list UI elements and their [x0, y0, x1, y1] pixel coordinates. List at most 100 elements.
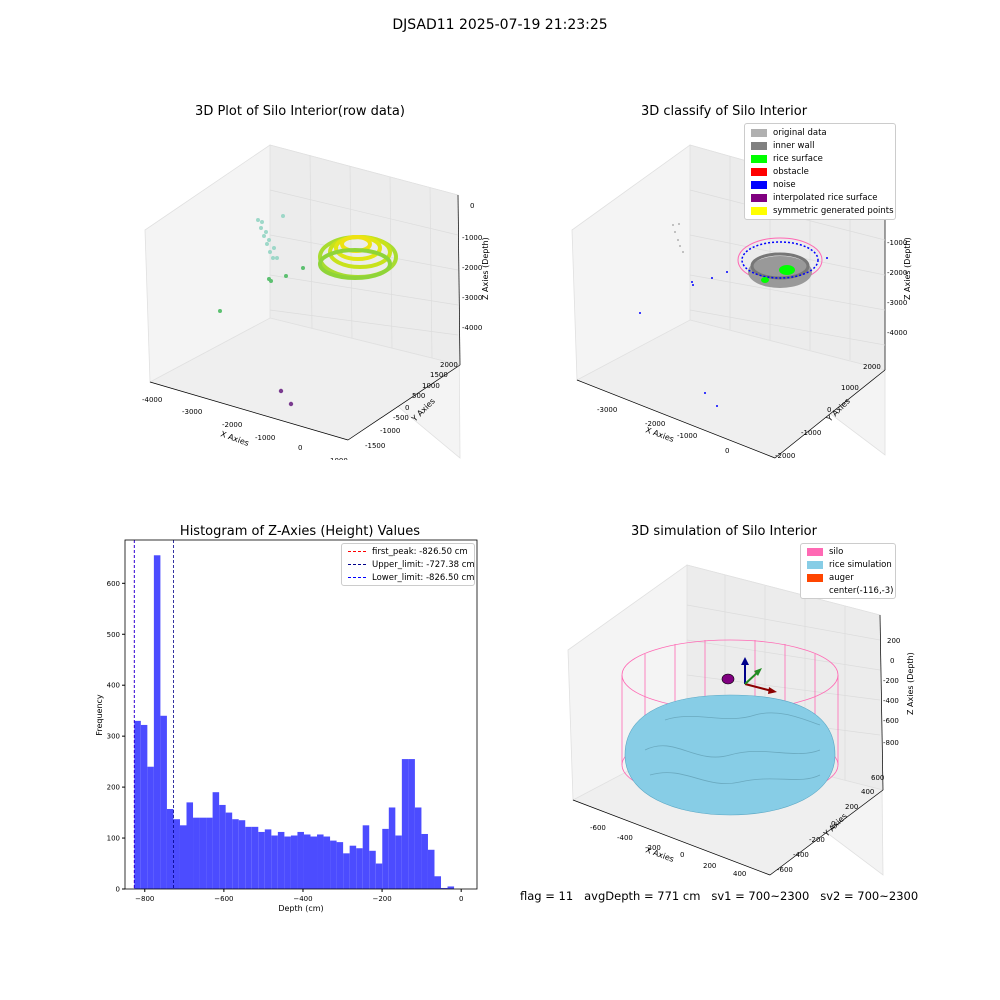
histogram-y-ticks: 0 100 200 300 400 500 600 — [107, 580, 125, 894]
histogram-bar — [303, 834, 311, 889]
p4-xtick-5: 200 — [703, 862, 716, 870]
legend-item: rice simulation — [801, 558, 895, 571]
histogram-bar — [186, 802, 194, 889]
histogram-bars — [134, 555, 455, 889]
legend-swatch — [751, 128, 767, 137]
p1-ytick-3: -500 — [393, 414, 409, 422]
histogram-bar — [310, 836, 318, 889]
panel1-gridlines — [269, 154, 459, 359]
legend-label: rice surface — [773, 153, 823, 164]
legend-label: interpolated rice surface — [773, 192, 878, 203]
p1-ztick-4: -3000 — [462, 294, 482, 302]
legend-label: inner wall — [773, 140, 815, 151]
p4-ytick-2: -400 — [793, 851, 809, 859]
panel1-title: 3D Plot of Silo Interior(row data) — [195, 104, 405, 119]
p2-zlabel: Z Axies (Depth) — [903, 237, 912, 300]
histogram-xlabel: Depth (cm) — [278, 904, 323, 913]
legend-swatch — [807, 573, 823, 582]
legend-line — [348, 577, 366, 578]
histogram-bar — [349, 845, 357, 889]
x-tick-label: 0 — [459, 895, 463, 903]
histogram-bar — [232, 819, 239, 889]
p2-xtick-3: -1000 — [677, 432, 697, 440]
p4-ztick-6: -800 — [883, 739, 899, 747]
legend-swatch — [751, 167, 767, 176]
histogram-bar — [140, 724, 148, 889]
histogram-bar — [297, 831, 304, 889]
p4-ytick-1: -600 — [777, 866, 793, 874]
legend-item: rice surface — [745, 152, 895, 165]
histogram-bar — [375, 863, 383, 889]
p1-ytick-5: 500 — [412, 392, 425, 400]
p1-ytick-8: 2000 — [440, 361, 458, 369]
p1-ztick-2: -1000 — [462, 234, 482, 242]
legend-swatch — [751, 154, 767, 163]
histogram-chart: −800 −600 −400 −200 0 0 100 200 300 400 500 600 De… — [95, 539, 478, 913]
legend-label: noise — [773, 179, 796, 190]
legend-item: symmetric generated points — [745, 204, 895, 217]
x-tick-label: −800 — [135, 895, 154, 903]
p2-xtick-2: -2000 — [645, 420, 665, 428]
p4-ytick-6: 400 — [861, 788, 874, 796]
histogram-bar — [434, 876, 442, 889]
histogram-bar — [219, 804, 226, 889]
histogram-title: Histogram of Z-Axies (Height) Values — [179, 524, 421, 539]
y-tick-label: 0 — [116, 886, 120, 894]
histogram-bar — [147, 766, 154, 889]
histogram-bar — [408, 759, 415, 889]
legend-item: auger — [801, 571, 895, 584]
p2-xtick-4: 0 — [725, 447, 729, 455]
p4-xtick-2: -400 — [617, 834, 633, 842]
p4-ytick-5: 200 — [845, 803, 858, 811]
p1-xtick-5: 0 — [298, 444, 302, 452]
histogram-bar — [160, 715, 167, 889]
p1-xtick-2: -3000 — [182, 408, 202, 416]
p4-xtick-1: -600 — [590, 824, 606, 832]
legend-label: Lower_limit: -826.50 cm — [372, 572, 475, 583]
p2-ytick-3: 0 — [827, 406, 831, 414]
p4-ztick-1: 200 — [887, 637, 900, 645]
histogram-bar — [401, 759, 409, 889]
legend-item: first_peak: -826.50 cm — [342, 545, 474, 558]
y-tick-label: 300 — [107, 733, 120, 741]
p4-xtick-4: 0 — [680, 851, 684, 859]
legend-label: first_peak: -826.50 cm — [372, 546, 468, 557]
histogram-bar — [251, 826, 259, 889]
histogram-bar — [134, 720, 141, 889]
x-tick-label: −400 — [293, 895, 312, 903]
histogram-bar — [330, 840, 337, 889]
p1-ztick-1: 0 — [470, 202, 474, 210]
p1-zlabel: Z Axies (Depth) — [481, 237, 490, 300]
panel4-rice-simulation — [624, 694, 836, 816]
histogram-bar — [382, 828, 389, 889]
p2-ytick-4: 1000 — [841, 384, 859, 392]
p1-xlabel: X Axies — [219, 429, 250, 448]
y-tick-label: 400 — [107, 682, 120, 690]
legend-label: center(-116,-3) — [829, 585, 894, 596]
p4-ytick-7: 600 — [871, 774, 884, 782]
legend-item: noise — [745, 178, 895, 191]
p1-xtick-1: -4000 — [142, 396, 162, 404]
p2-ytick-5: 2000 — [863, 363, 881, 371]
panel4-3d-plot: -600 -400 -200 0 200 400 -600 -400 -200 … — [567, 564, 915, 878]
panel1-tick-labels: -4000 -3000 -2000 -1000 0 1000 -1500 -10… — [142, 202, 482, 460]
legend-label: original data — [773, 127, 827, 138]
panel2-point-cloud — [639, 223, 828, 407]
p2-xtick-1: -3000 — [597, 406, 617, 414]
histogram-bar — [225, 812, 233, 889]
panel4-tick-labels: -600 -400 -200 0 200 400 -600 -400 -200 … — [590, 637, 900, 878]
p2-ztick-4: -3000 — [887, 299, 907, 307]
panel4-title: 3D simulation of Silo Interior — [631, 524, 817, 539]
legend-label: auger — [829, 572, 854, 583]
p2-ytick-2: -1000 — [801, 429, 821, 437]
histogram-bar — [343, 853, 350, 889]
legend-label: Upper_limit: -727.38 cm — [372, 559, 475, 570]
panel4-legend: silo rice simulation auger center(-116,-… — [800, 543, 896, 599]
p2-ztick-5: -4000 — [887, 329, 907, 337]
histogram-bar — [356, 848, 363, 889]
legend-label: symmetric generated points — [773, 205, 894, 216]
panel2-tick-labels: -3000 -2000 -1000 0 -2000 -1000 0 1000 2… — [597, 209, 907, 460]
legend-item: inner wall — [745, 139, 895, 152]
histogram-bar — [441, 887, 448, 889]
histogram-bar — [193, 817, 200, 889]
